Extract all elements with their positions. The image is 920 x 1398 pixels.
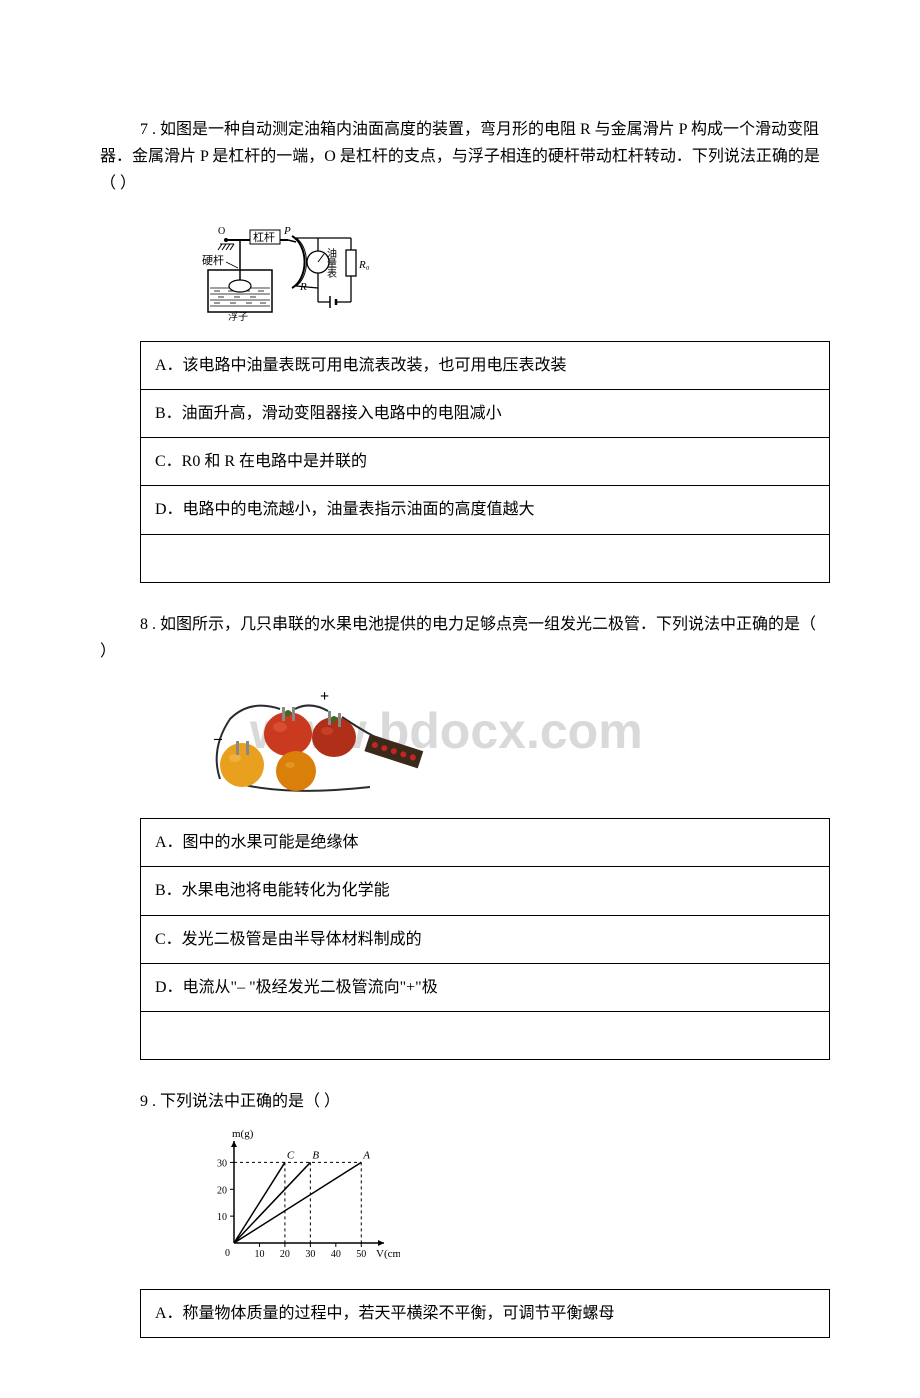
- q7-option-blank: [141, 534, 830, 582]
- svg-text:–: –: [213, 730, 223, 747]
- q7-option-c: C．R0 和 R 在电路中是并联的: [141, 438, 830, 486]
- q8-options: A．图中的水果可能是绝缘体 B．水果电池将电能转化为化学能 C．发光二极管是由半…: [140, 818, 830, 1060]
- svg-text:O: O: [218, 226, 225, 237]
- svg-text:m(g): m(g): [232, 1129, 254, 1140]
- svg-text:50: 50: [356, 1249, 366, 1260]
- svg-text:0: 0: [225, 1248, 230, 1259]
- q8-text: 8 . 如图所示，几只串联的水果电池提供的电力足够点亮一组发光二极管．下列说法中…: [100, 611, 820, 665]
- q7-option-d: D．电路中的电流越小，油量表指示油面的高度值越大: [141, 486, 830, 534]
- svg-text:油量表: 油量表: [325, 246, 337, 278]
- q7-figure: O 杠杆 P 硬杆 浮子: [200, 212, 820, 331]
- q8-option-d: D．电流从"– "极经发光二极管流向"+"极: [141, 963, 830, 1011]
- svg-text:20: 20: [280, 1249, 290, 1260]
- svg-text:+: +: [320, 688, 329, 705]
- svg-text:A: A: [362, 1150, 370, 1162]
- svg-text:R₀: R₀: [358, 259, 370, 271]
- svg-text:硬杆: 硬杆: [202, 253, 224, 267]
- svg-text:V(cm³): V(cm³): [376, 1248, 400, 1260]
- q7-text: 7 . 如图是一种自动测定油箱内油面高度的装置，弯月形的电阻 R 与金属滑片 P…: [100, 116, 820, 198]
- svg-text:浮子: 浮子: [228, 311, 248, 322]
- q8-option-blank: [141, 1012, 830, 1060]
- svg-text:10: 10: [217, 1213, 227, 1224]
- q7-option-a: A．该电路中油量表既可用电流表改装，也可用电压表改装: [141, 341, 830, 389]
- q9-options: A．称量物体质量的过程中，若天平横梁不平衡，可调节平衡螺母: [140, 1289, 830, 1338]
- q7-option-b: B．油面升高，滑动变阻器接入电路中的电阻减小: [141, 389, 830, 437]
- svg-text:10: 10: [254, 1249, 264, 1260]
- q8-option-c: C．发光二极管是由半导体材料制成的: [141, 915, 830, 963]
- svg-text:B: B: [312, 1150, 319, 1162]
- q9-text: 9 . 下列说法中正确的是（ ）: [100, 1088, 820, 1115]
- svg-text:30: 30: [305, 1249, 315, 1260]
- q8-option-b: B．水果电池将电能转化为化学能: [141, 867, 830, 915]
- svg-text:40: 40: [331, 1249, 341, 1260]
- q9-option-a: A．称量物体质量的过程中，若天平横梁不平衡，可调节平衡螺母: [141, 1289, 830, 1337]
- svg-text:杠杆: 杠杆: [253, 230, 275, 244]
- q8-figure: + –: [200, 679, 820, 808]
- q7-options: A．该电路中油量表既可用电流表改装，也可用电压表改装 B．油面升高，滑动变阻器接…: [140, 341, 830, 583]
- q8-option-a: A．图中的水果可能是绝缘体: [141, 819, 830, 867]
- svg-text:20: 20: [217, 1186, 227, 1197]
- svg-text:C: C: [287, 1150, 295, 1162]
- svg-text:30: 30: [217, 1159, 227, 1170]
- svg-text:P: P: [283, 225, 291, 237]
- q9-chart: 10 20 30 40 50 10 20 30 0 C B A V(cm³) m(g): [200, 1129, 820, 1278]
